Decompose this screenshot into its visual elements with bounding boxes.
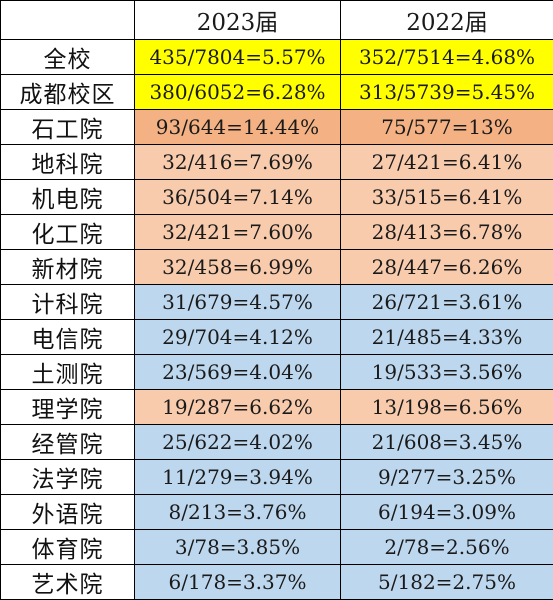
table-row: 石工院 93/644=14.44% 75/577=13% <box>1 110 553 145</box>
value-2023: 11/279=3.94% <box>135 460 341 495</box>
value-2022: 19/533=3.56% <box>341 355 553 390</box>
value-2023: 435/7804=5.57% <box>135 40 341 75</box>
value-2023: 32/416=7.69% <box>135 145 341 180</box>
value-2022: 26/721=3.61% <box>341 285 553 320</box>
value-2022: 21/485=4.33% <box>341 320 553 355</box>
value-2023: 32/458=6.99% <box>135 250 341 285</box>
value-2023: 23/569=4.04% <box>135 355 341 390</box>
row-label: 成都校区 <box>1 75 135 110</box>
table-row: 新材院 32/458=6.99% 28/447=6.26% <box>1 250 553 285</box>
row-label: 理学院 <box>1 390 135 425</box>
table-row: 艺术院 6/178=3.37% 5/182=2.75% <box>1 565 553 600</box>
value-2023: 36/504=7.14% <box>135 180 341 215</box>
row-label: 化工院 <box>1 215 135 250</box>
row-label: 土测院 <box>1 355 135 390</box>
table-row: 土测院 23/569=4.04% 19/533=3.56% <box>1 355 553 390</box>
value-2023: 3/78=3.85% <box>135 530 341 565</box>
value-2022: 33/515=6.41% <box>341 180 553 215</box>
table-row: 体育院 3/78=3.85% 2/78=2.56% <box>1 530 553 565</box>
row-label: 全校 <box>1 40 135 75</box>
value-2022: 6/194=3.09% <box>341 495 553 530</box>
value-2022: 9/277=3.25% <box>341 460 553 495</box>
row-label: 石工院 <box>1 110 135 145</box>
row-label: 机电院 <box>1 180 135 215</box>
row-label: 计科院 <box>1 285 135 320</box>
value-2022: 352/7514=4.68% <box>341 40 553 75</box>
table-row: 法学院 11/279=3.94% 9/277=3.25% <box>1 460 553 495</box>
value-2022: 21/608=3.45% <box>341 425 553 460</box>
table-row: 经管院 25/622=4.02% 21/608=3.45% <box>1 425 553 460</box>
value-2023: 32/421=7.60% <box>135 215 341 250</box>
header-row: 2023届 2022届 <box>1 1 553 40</box>
row-label: 地科院 <box>1 145 135 180</box>
table-row: 化工院 32/421=7.60% 28/413=6.78% <box>1 215 553 250</box>
column-header-2022: 2022届 <box>341 1 553 40</box>
column-header-2023: 2023届 <box>135 1 341 40</box>
value-2022: 28/447=6.26% <box>341 250 553 285</box>
value-2023: 29/704=4.12% <box>135 320 341 355</box>
value-2022: 27/421=6.41% <box>341 145 553 180</box>
value-2022: 75/577=13% <box>341 110 553 145</box>
value-2022: 28/413=6.78% <box>341 215 553 250</box>
table-row: 理学院 19/287=6.62% 13/198=6.56% <box>1 390 553 425</box>
value-2022: 313/5739=5.45% <box>341 75 553 110</box>
row-label: 新材院 <box>1 250 135 285</box>
row-label: 体育院 <box>1 530 135 565</box>
value-2022: 5/182=2.75% <box>341 565 553 600</box>
value-2023: 93/644=14.44% <box>135 110 341 145</box>
table-row: 地科院 32/416=7.69% 27/421=6.41% <box>1 145 553 180</box>
row-label: 法学院 <box>1 460 135 495</box>
table-row: 全校 435/7804=5.57% 352/7514=4.68% <box>1 40 553 75</box>
table-row: 机电院 36/504=7.14% 33/515=6.41% <box>1 180 553 215</box>
table-row: 成都校区 380/6052=6.28% 313/5739=5.45% <box>1 75 553 110</box>
row-label: 外语院 <box>1 495 135 530</box>
table-row: 外语院 8/213=3.76% 6/194=3.09% <box>1 495 553 530</box>
value-2023: 31/679=4.57% <box>135 285 341 320</box>
row-label: 电信院 <box>1 320 135 355</box>
value-2023: 380/6052=6.28% <box>135 75 341 110</box>
row-label: 艺术院 <box>1 565 135 600</box>
value-2022: 13/198=6.56% <box>341 390 553 425</box>
table-row: 电信院 29/704=4.12% 21/485=4.33% <box>1 320 553 355</box>
table-row: 计科院 31/679=4.57% 26/721=3.61% <box>1 285 553 320</box>
value-2023: 19/287=6.62% <box>135 390 341 425</box>
row-label: 经管院 <box>1 425 135 460</box>
value-2023: 8/213=3.76% <box>135 495 341 530</box>
value-2023: 25/622=4.02% <box>135 425 341 460</box>
corner-cell <box>1 1 135 40</box>
value-2023: 6/178=3.37% <box>135 565 341 600</box>
value-2022: 2/78=2.56% <box>341 530 553 565</box>
